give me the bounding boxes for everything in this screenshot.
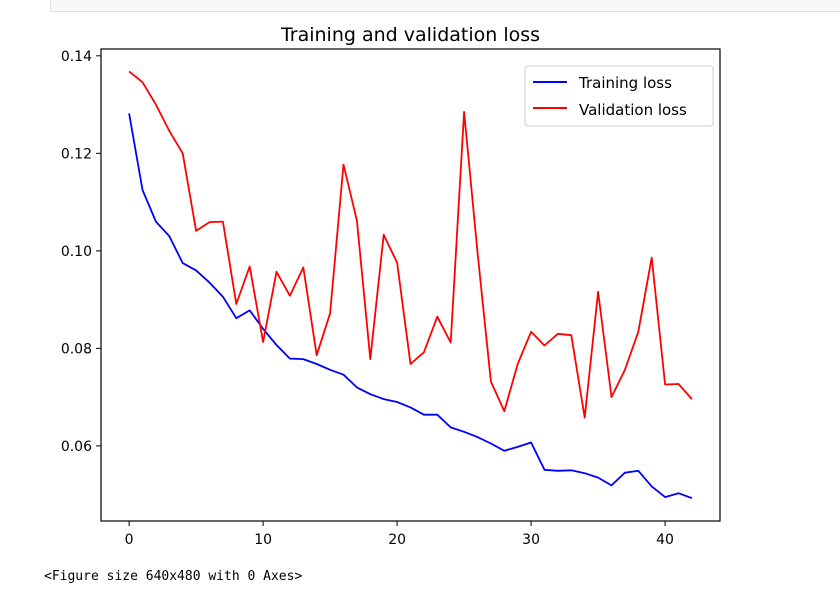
y-axis: 0.06 0.08 0.10 0.12 0.14 xyxy=(61,49,101,455)
y-tick-label: 0.14 xyxy=(61,49,92,65)
series-layer xyxy=(128,70,693,499)
y-tick-label: 0.08 xyxy=(61,341,92,357)
notebook-cell-edge xyxy=(50,0,840,12)
x-tick-label: 40 xyxy=(656,532,674,548)
y-tick-label: 0.06 xyxy=(61,439,92,455)
validation-loss-line xyxy=(128,70,693,419)
x-tick-label: 20 xyxy=(388,532,406,548)
figure-output-text: <Figure size 640x480 with 0 Axes> xyxy=(44,569,303,584)
x-axis: 0 10 20 30 40 xyxy=(125,521,674,548)
legend-label-validation: Validation loss xyxy=(579,101,687,119)
x-tick-label: 0 xyxy=(125,532,134,548)
training-loss-line xyxy=(128,113,693,499)
chart-title: Training and validation loss xyxy=(280,24,540,46)
y-tick-label: 0.12 xyxy=(61,146,92,162)
x-tick-label: 10 xyxy=(254,532,272,548)
loss-chart: Training and validation loss 0 10 20 30 40 0… xyxy=(61,24,721,548)
y-tick-label: 0.10 xyxy=(61,244,92,260)
plot-area xyxy=(100,48,721,522)
legend-label-training: Training loss xyxy=(578,74,672,92)
x-tick-label: 30 xyxy=(522,532,540,548)
legend: Training loss Validation loss xyxy=(524,65,714,127)
legend-box xyxy=(524,65,714,127)
